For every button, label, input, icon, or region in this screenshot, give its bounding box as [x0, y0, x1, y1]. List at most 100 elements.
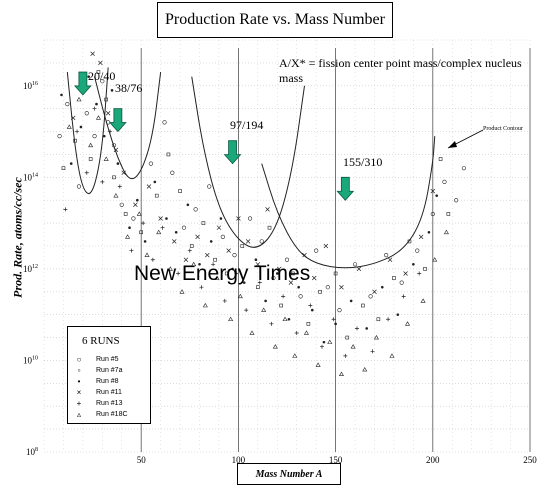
data-point: [119, 202, 124, 207]
data-point: [113, 193, 119, 198]
data-point: [259, 239, 264, 244]
data-point: [165, 217, 168, 220]
data-points: [57, 51, 467, 376]
data-point: [69, 162, 73, 165]
data-point: [57, 134, 62, 139]
data-point: [303, 330, 309, 335]
data-point: [232, 253, 237, 258]
data-point: [166, 152, 171, 157]
data-point: [178, 189, 182, 193]
data-point: [219, 217, 223, 220]
data-point: [172, 239, 177, 244]
data-point: [337, 307, 342, 313]
data-point: [228, 316, 234, 322]
data-point: [242, 281, 246, 284]
x-tick-label: 50: [137, 455, 147, 465]
data-point: [121, 170, 126, 176]
data-point: [162, 120, 167, 125]
data-point: [380, 285, 384, 289]
data-point: [195, 234, 200, 240]
data-point: [430, 188, 436, 194]
data-point: [240, 244, 245, 248]
data-point: [372, 289, 377, 295]
data-point: [319, 344, 324, 349]
data-point: [75, 129, 80, 134]
arrow-label-155-310: 155/310: [343, 155, 383, 169]
x-tick-label: 100: [232, 455, 246, 465]
data-point: [112, 175, 116, 180]
data-point: [257, 280, 262, 285]
data-point: [292, 353, 298, 358]
x-tick-label: 150: [329, 455, 343, 465]
data-point: [88, 157, 93, 161]
data-point: [247, 216, 253, 221]
data-point: [254, 258, 258, 262]
data-point: [256, 285, 260, 290]
data-point: [308, 303, 313, 308]
data-point: [288, 280, 294, 285]
data-point: [255, 262, 261, 267]
data-point: [318, 289, 322, 294]
data-point: [279, 303, 283, 308]
x-tick-label: 200: [426, 455, 440, 465]
data-point: [201, 221, 206, 225]
data-point: [415, 248, 420, 253]
fission-arrows: [73, 71, 355, 201]
data-point: [269, 321, 274, 326]
data-point: [66, 124, 72, 129]
data-point: [362, 366, 368, 372]
legend-marker: ○: [76, 355, 82, 364]
data-point: [287, 317, 291, 321]
data-point: [234, 271, 239, 276]
fission-note: A/X* = fission center point mass/complex…: [279, 56, 522, 85]
legend-item-run-11: × Run #11: [72, 387, 122, 398]
data-point: [205, 252, 210, 258]
data-point: [181, 225, 187, 230]
data-point: [63, 207, 68, 212]
data-point: [158, 216, 163, 221]
data-point: [265, 207, 270, 212]
data-point: [76, 96, 82, 102]
data-point: [427, 230, 431, 234]
data-point: [237, 293, 243, 299]
data-point: [345, 335, 350, 340]
legend-label: Run #18C: [96, 411, 128, 418]
data-point: [102, 134, 106, 138]
legend-marker: •: [77, 377, 81, 386]
data-point: [143, 240, 147, 243]
data-point: [183, 257, 189, 262]
data-point: [352, 262, 358, 267]
data-point: [236, 216, 241, 221]
data-point: [386, 317, 391, 322]
legend: 6 RUNS ○ Run #5 ▫ Run #7a • Run #8 × Run…: [67, 326, 151, 424]
data-point: [284, 257, 290, 262]
data-point: [84, 111, 89, 116]
data-point: [129, 248, 134, 253]
data-point: [275, 272, 279, 275]
data-point: [389, 353, 395, 358]
legend-label: Run #8: [96, 378, 119, 385]
data-point: [167, 266, 173, 271]
product-contour-curve: [191, 76, 305, 248]
legend-label: Run #5: [96, 356, 119, 363]
data-point: [249, 330, 255, 335]
legend-marker: +: [76, 399, 82, 408]
data-point: [310, 308, 314, 312]
data-point: [343, 353, 348, 358]
data-point: [191, 261, 197, 267]
product-contour-label: Product Contour: [483, 126, 523, 132]
data-point: [87, 75, 91, 78]
data-point: [370, 349, 375, 354]
data-point: [354, 326, 359, 331]
data-point: [298, 294, 303, 299]
data-point: [306, 322, 311, 326]
data-point: [65, 101, 70, 107]
data-point: [261, 307, 267, 312]
legend-label: Run #11: [96, 389, 122, 396]
data-point: [61, 166, 66, 170]
data-point: [333, 271, 338, 276]
data-point: [443, 229, 449, 235]
data-point: [435, 194, 438, 197]
data-point: [365, 327, 369, 330]
legend-item-run-8: • Run #8: [72, 376, 119, 387]
